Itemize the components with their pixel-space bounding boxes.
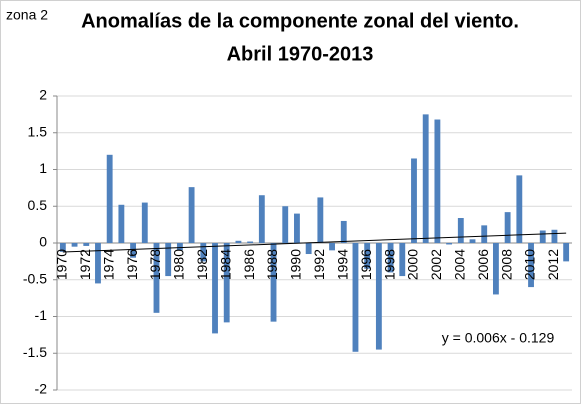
bar (434, 119, 441, 243)
bar (528, 243, 534, 288)
bar (71, 243, 78, 247)
x-tick-label: 1970 (54, 249, 70, 280)
annotation: zona 2 (6, 7, 48, 23)
bar (481, 225, 488, 243)
y-tick-label: 2 (39, 87, 47, 103)
y-tick-label: 0.5 (28, 197, 48, 213)
bar (258, 195, 265, 243)
bar (457, 218, 464, 243)
x-tick-label: 2010 (522, 249, 538, 280)
chart-subtitle: Abril 1970-2013 (227, 43, 374, 65)
bar (165, 243, 172, 277)
bar (235, 240, 242, 243)
x-tick-label: 2012 (545, 249, 561, 280)
bar (282, 206, 289, 243)
x-tick-label: 1990 (288, 249, 304, 280)
bars (59, 114, 570, 352)
y-tick-label: 1 (39, 160, 47, 176)
bar (411, 158, 417, 243)
bar (399, 243, 406, 277)
bar (446, 243, 453, 245)
bar (270, 243, 277, 322)
x-tick-label: 1994 (334, 249, 350, 280)
x-tick-label: 2000 (405, 249, 421, 280)
bar (516, 175, 523, 243)
y-tick-label: 0 (39, 234, 47, 250)
bar (387, 243, 394, 273)
bar (492, 243, 499, 295)
trendline (62, 232, 567, 253)
bar (83, 243, 90, 246)
bar (95, 243, 101, 284)
labels: -2 -1.5 -1 -0.5 0 0.5 1 1.5 2 1970 1972 1974 1976 197… (23, 87, 568, 397)
bar (375, 243, 382, 350)
x-tick-label: 1996 (358, 249, 374, 280)
bar (340, 220, 347, 243)
x-tick-label: 2002 (428, 249, 444, 280)
bar (118, 204, 125, 243)
trendline-equation: y = 0.006x - 0.129 (442, 330, 555, 346)
bar (106, 154, 113, 243)
bar (563, 243, 570, 262)
x-tick-label: 1986 (241, 249, 257, 280)
bar (176, 243, 183, 251)
bar (504, 212, 511, 243)
x-tick-label: 1972 (77, 249, 93, 280)
x-tick-label: 1988 (264, 249, 280, 280)
bar (469, 239, 476, 243)
bar (130, 243, 137, 258)
bar (188, 187, 195, 243)
y-tick-label: -1.5 (23, 344, 47, 360)
y-tick-label: -1 (35, 307, 48, 323)
x-tick-label: 1976 (124, 249, 140, 280)
bar (223, 243, 230, 323)
x-tick-label: 2006 (475, 249, 491, 280)
x-tick-label: 1998 (381, 249, 397, 280)
bar (329, 243, 335, 251)
chart-title: Anomalías de la componente zonal del vie… (81, 10, 519, 32)
y-tick-label: -2 (35, 381, 48, 397)
bar (200, 243, 207, 262)
x-tick-label: 1982 (194, 249, 210, 280)
x-tick-label: 1984 (217, 249, 233, 280)
bar (305, 243, 312, 255)
bar (59, 243, 66, 252)
bar (153, 243, 160, 313)
bar (551, 229, 558, 243)
bar (141, 202, 148, 243)
x-tick-label: 2008 (498, 249, 514, 280)
equation-box (428, 326, 568, 352)
x-tick-label: 1992 (311, 249, 327, 280)
bar (212, 243, 218, 334)
bar (247, 241, 254, 243)
bar (422, 114, 429, 243)
x-tick-label: 1980 (171, 249, 187, 280)
bar (294, 213, 300, 243)
bar (364, 243, 371, 269)
x-tick-label: 2004 (452, 249, 468, 280)
x-tick-label: 1974 (100, 249, 116, 280)
y-tick-label: -0.5 (23, 270, 47, 286)
bar (352, 243, 359, 352)
x-tick-label: 1978 (147, 249, 163, 280)
bar (317, 197, 324, 243)
bar (539, 230, 546, 243)
y-tick-label: 1.5 (28, 123, 48, 139)
